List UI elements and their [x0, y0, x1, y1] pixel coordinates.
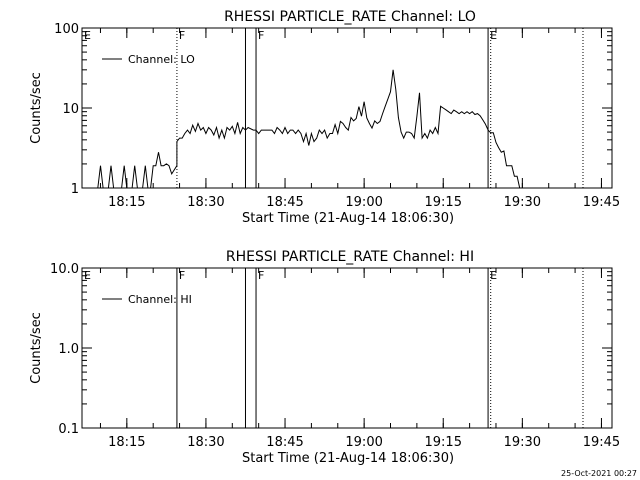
y-tick-label: 1 [71, 182, 79, 197]
x-tick-label: 19:15 [425, 435, 462, 450]
x-tick-label: 18:15 [108, 435, 145, 450]
y-axis-label: Counts/sec [29, 72, 44, 144]
event-marker-label: F [258, 29, 264, 42]
plot-frame [81, 27, 613, 189]
x-tick-label: 19:00 [345, 435, 382, 450]
y-tick-label: 100 [54, 22, 79, 37]
y-tick-label: 1.0 [58, 342, 79, 357]
x-tick-label: 19:00 [345, 195, 382, 210]
x-tick-label: 19:30 [504, 195, 541, 210]
y-tick-label: 10.0 [50, 262, 79, 277]
x-axis-label: Start Time (21-Aug-14 18:06:30) [242, 451, 454, 466]
x-tick-label: 19:45 [583, 435, 620, 450]
x-tick-label: 19:15 [425, 195, 462, 210]
plot-frame [81, 267, 613, 429]
y-tick-label: 10 [62, 102, 79, 117]
x-tick-label: 18:45 [266, 195, 303, 210]
x-tick-label: 18:30 [187, 195, 224, 210]
x-axis-label: Start Time (21-Aug-14 18:06:30) [242, 211, 454, 226]
event-marker-label: E [490, 269, 497, 282]
legend-label: Channel: LO [128, 53, 195, 66]
event-marker-label: E [490, 29, 497, 42]
chart-title: RHESSI PARTICLE_RATE Channel: LO [224, 9, 476, 25]
x-tick-label: 18:45 [266, 435, 303, 450]
x-tick-label: 19:45 [583, 195, 620, 210]
chart-title: RHESSI PARTICLE_RATE Channel: HI [226, 249, 474, 265]
event-marker-label: F [258, 269, 264, 282]
x-tick-label: 19:30 [504, 435, 541, 450]
event-marker-label: F [179, 269, 185, 282]
event-marker-label: E [84, 269, 91, 282]
x-tick-label: 18:30 [187, 435, 224, 450]
y-axis-label: Counts/sec [29, 312, 44, 384]
event-marker-label: F [179, 29, 185, 42]
legend-label: Channel: HI [128, 293, 192, 306]
x-tick-label: 18:15 [108, 195, 145, 210]
event-marker-label: E [84, 29, 91, 42]
series-line [97, 69, 521, 189]
y-tick-label: 0.1 [58, 422, 79, 437]
